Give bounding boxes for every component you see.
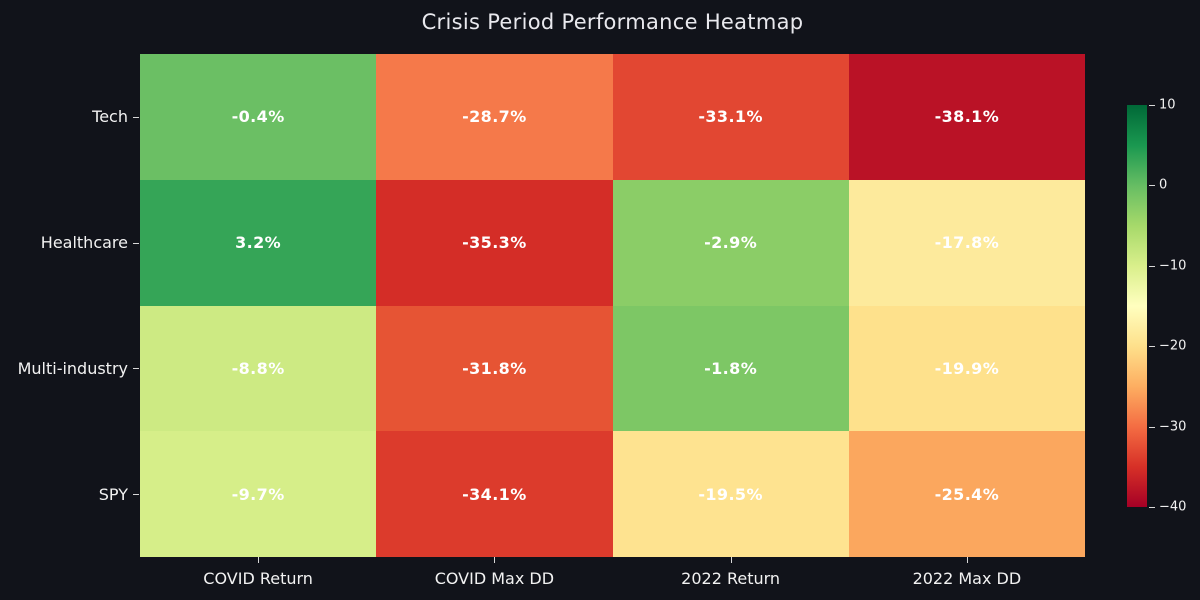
y-axis-tick — [133, 117, 139, 118]
colorbar-tick-label: −40 — [1159, 499, 1187, 515]
heatmap-cell-healthcare-2022-maxdd: -17.8% — [848, 179, 1085, 306]
colorbar-tick — [1149, 346, 1155, 347]
x-axis-tick — [967, 557, 968, 563]
heatmap-cell-spy-2022-maxdd: -25.4% — [848, 431, 1085, 557]
heatmap-cell-healthcare-2022-return: -2.9% — [612, 179, 849, 306]
y-axis-labels: Tech Healthcare Multi-industry SPY — [0, 54, 128, 557]
y-axis-label-tech: Tech — [92, 107, 128, 127]
heatmap-cell-tech-2022-return: -33.1% — [612, 54, 849, 180]
colorbar-tick-label: −30 — [1159, 419, 1187, 435]
heatmap-cell-multi-industry-covid-return: -8.8% — [140, 305, 377, 432]
heatmap-cell-healthcare-covid-maxdd: -35.3% — [376, 179, 613, 306]
x-axis-labels: COVID Return COVID Max DD 2022 Return 20… — [140, 564, 1085, 592]
colorbar-tick — [1149, 185, 1155, 186]
colorbar-tick-label: 0 — [1159, 177, 1168, 193]
heatmap-cell-multi-industry-2022-return: -1.8% — [612, 305, 849, 432]
heatmap-cell-healthcare-covid-return: 3.2% — [140, 179, 377, 306]
heatmap-cell-spy-covid-return: -9.7% — [140, 431, 377, 557]
x-axis-label-covid-return: COVID Return — [203, 568, 313, 588]
y-axis-label-healthcare: Healthcare — [40, 233, 128, 253]
colorbar-gradient — [1127, 105, 1147, 507]
x-axis-label-2022-maxdd: 2022 Max DD — [912, 568, 1022, 588]
heatmap-cell-spy-2022-return: -19.5% — [612, 431, 849, 557]
colorbar-tick — [1149, 427, 1155, 428]
colorbar-tick-label: −10 — [1159, 258, 1187, 274]
colorbar-tick — [1149, 266, 1155, 267]
colorbar-tick-label: 10 — [1159, 97, 1176, 113]
colorbar-tick-label: −20 — [1159, 338, 1187, 354]
x-axis-tick — [731, 557, 732, 563]
x-axis-label-2022-return: 2022 Return — [681, 568, 781, 588]
x-axis-tick — [258, 557, 259, 563]
x-axis-label-covid-maxdd: COVID Max DD — [434, 568, 555, 588]
y-axis-label-spy: SPY — [98, 484, 128, 504]
heatmap-cell-tech-covid-return: -0.4% — [140, 54, 377, 180]
y-axis-tick — [133, 494, 139, 495]
x-axis-tick — [494, 557, 495, 563]
colorbar-tick — [1149, 105, 1155, 106]
chart-title: Crisis Period Performance Heatmap — [421, 10, 804, 34]
y-axis-tick — [133, 243, 139, 244]
heatmap-grid: -0.4% -28.7% -33.1% -38.1% 3.2% -35.3% -… — [140, 54, 1085, 557]
heatmap-cell-multi-industry-covid-maxdd: -31.8% — [376, 305, 613, 432]
heatmap-cell-spy-covid-maxdd: -34.1% — [376, 431, 613, 557]
heatmap-cell-tech-2022-maxdd: -38.1% — [848, 54, 1085, 180]
colorbar-tick — [1149, 507, 1155, 508]
heatmap-cell-multi-industry-2022-maxdd: -19.9% — [848, 305, 1085, 432]
heatmap-cell-tech-covid-maxdd: -28.7% — [376, 54, 613, 180]
y-axis-label-multi-industry: Multi-industry — [17, 358, 128, 378]
y-axis-tick — [133, 368, 139, 369]
